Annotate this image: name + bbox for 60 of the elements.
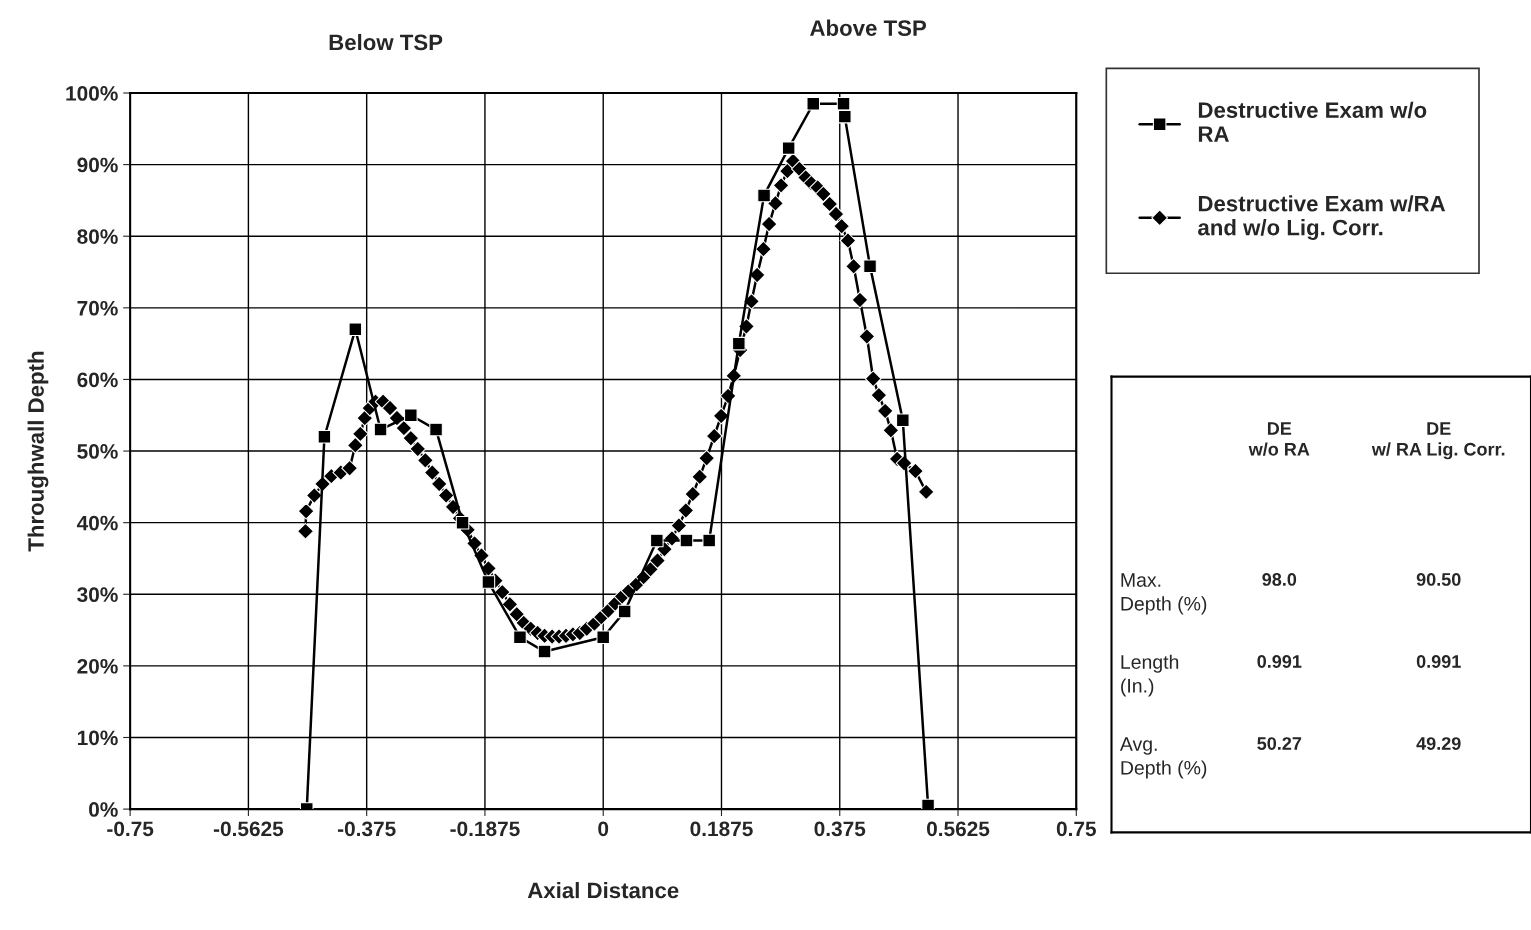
x-tick-label: -0.1875 (450, 821, 520, 837)
text: 90.50 (1416, 573, 1461, 586)
y-tick-label: 0% (89, 802, 118, 817)
x-tick-label: 0.5625 (926, 821, 990, 837)
point (455, 515, 470, 530)
x-tick-label: -0.75 (107, 821, 154, 837)
point (513, 630, 527, 645)
text: Above TSP (810, 19, 927, 36)
point (537, 644, 552, 659)
y-tick-label: 30% (77, 587, 118, 603)
y-tick-label: 40% (76, 515, 118, 531)
point (317, 429, 332, 444)
y-tick-label: 70% (77, 300, 118, 316)
text: DE w/ RA Lig. Corr. (1371, 422, 1505, 460)
x-tick-label: 0.75 (1056, 821, 1096, 837)
text: Max. Depth (%) (1121, 573, 1207, 615)
text: Avg. Depth (%) (1119, 737, 1207, 779)
text: 0.991 (1257, 655, 1302, 668)
y-tick-label: 100% (66, 86, 118, 101)
x-tick-label: 0.1875 (690, 821, 753, 837)
legend-label: Destructive Exam w/o RA (1198, 101, 1427, 142)
point (373, 422, 388, 437)
point (429, 422, 443, 437)
point (781, 141, 796, 155)
x-tick-label: 0.375 (814, 821, 866, 837)
text: 50.27 (1257, 737, 1302, 750)
point (596, 630, 610, 645)
text: 49.29 (1416, 737, 1461, 750)
point (806, 96, 821, 111)
point (921, 798, 935, 810)
point (679, 533, 694, 548)
point (702, 533, 716, 548)
point (650, 533, 664, 548)
y-tick-label: 60% (77, 372, 118, 388)
point (732, 336, 746, 351)
legend-label: Destructive Exam w/RA and w/o Lig. Corr. (1198, 195, 1446, 240)
point (617, 604, 632, 619)
x-axis-title: Axial Distance (527, 881, 679, 899)
point (836, 96, 851, 111)
point (838, 109, 852, 124)
point (896, 413, 910, 428)
point (404, 408, 418, 423)
y-tick-label: 80% (77, 229, 118, 244)
y-tick-label: 20% (77, 658, 118, 674)
text: 0.991 (1416, 655, 1461, 668)
y-tick-label: 10% (77, 730, 118, 746)
text: Length (In.) (1121, 654, 1179, 697)
text: Below TSP (329, 33, 443, 51)
x-tick-label: 0 (598, 821, 609, 837)
y-tick-label: 50% (77, 444, 118, 459)
point (757, 188, 771, 203)
point (863, 259, 877, 274)
x-tick-label: -0.5625 (213, 821, 284, 837)
point (348, 322, 363, 337)
y-tick-label: 90% (77, 157, 118, 173)
x-tick-label: -0.375 (337, 821, 396, 837)
text: DE w/o RA (1248, 422, 1310, 456)
text: 98.0 (1262, 573, 1297, 586)
point (481, 575, 496, 589)
y-axis-title: Throughwall Depth (27, 351, 49, 552)
